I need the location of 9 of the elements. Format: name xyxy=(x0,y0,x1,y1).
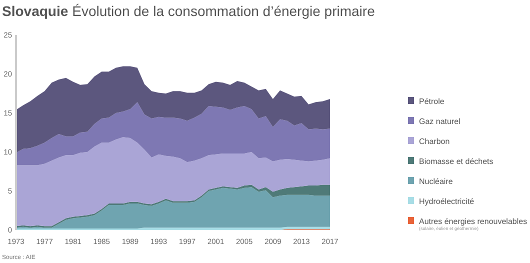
chart-title: Slovaquie xyxy=(2,3,68,19)
legend-label: Biomasse et déchets xyxy=(419,156,494,166)
legend-label: Pétrole xyxy=(419,96,445,106)
legend-label: Nucléaire xyxy=(419,176,454,186)
legend-label: Hydroélectricité xyxy=(419,196,475,206)
legend-label: Charbon xyxy=(419,136,450,146)
legend-label: Autres énergies renouvelables xyxy=(419,216,528,226)
legend-label: Gaz naturel xyxy=(419,116,461,126)
chart-subtitle: Évolution de la consommation d’énergie primaire xyxy=(72,3,376,19)
